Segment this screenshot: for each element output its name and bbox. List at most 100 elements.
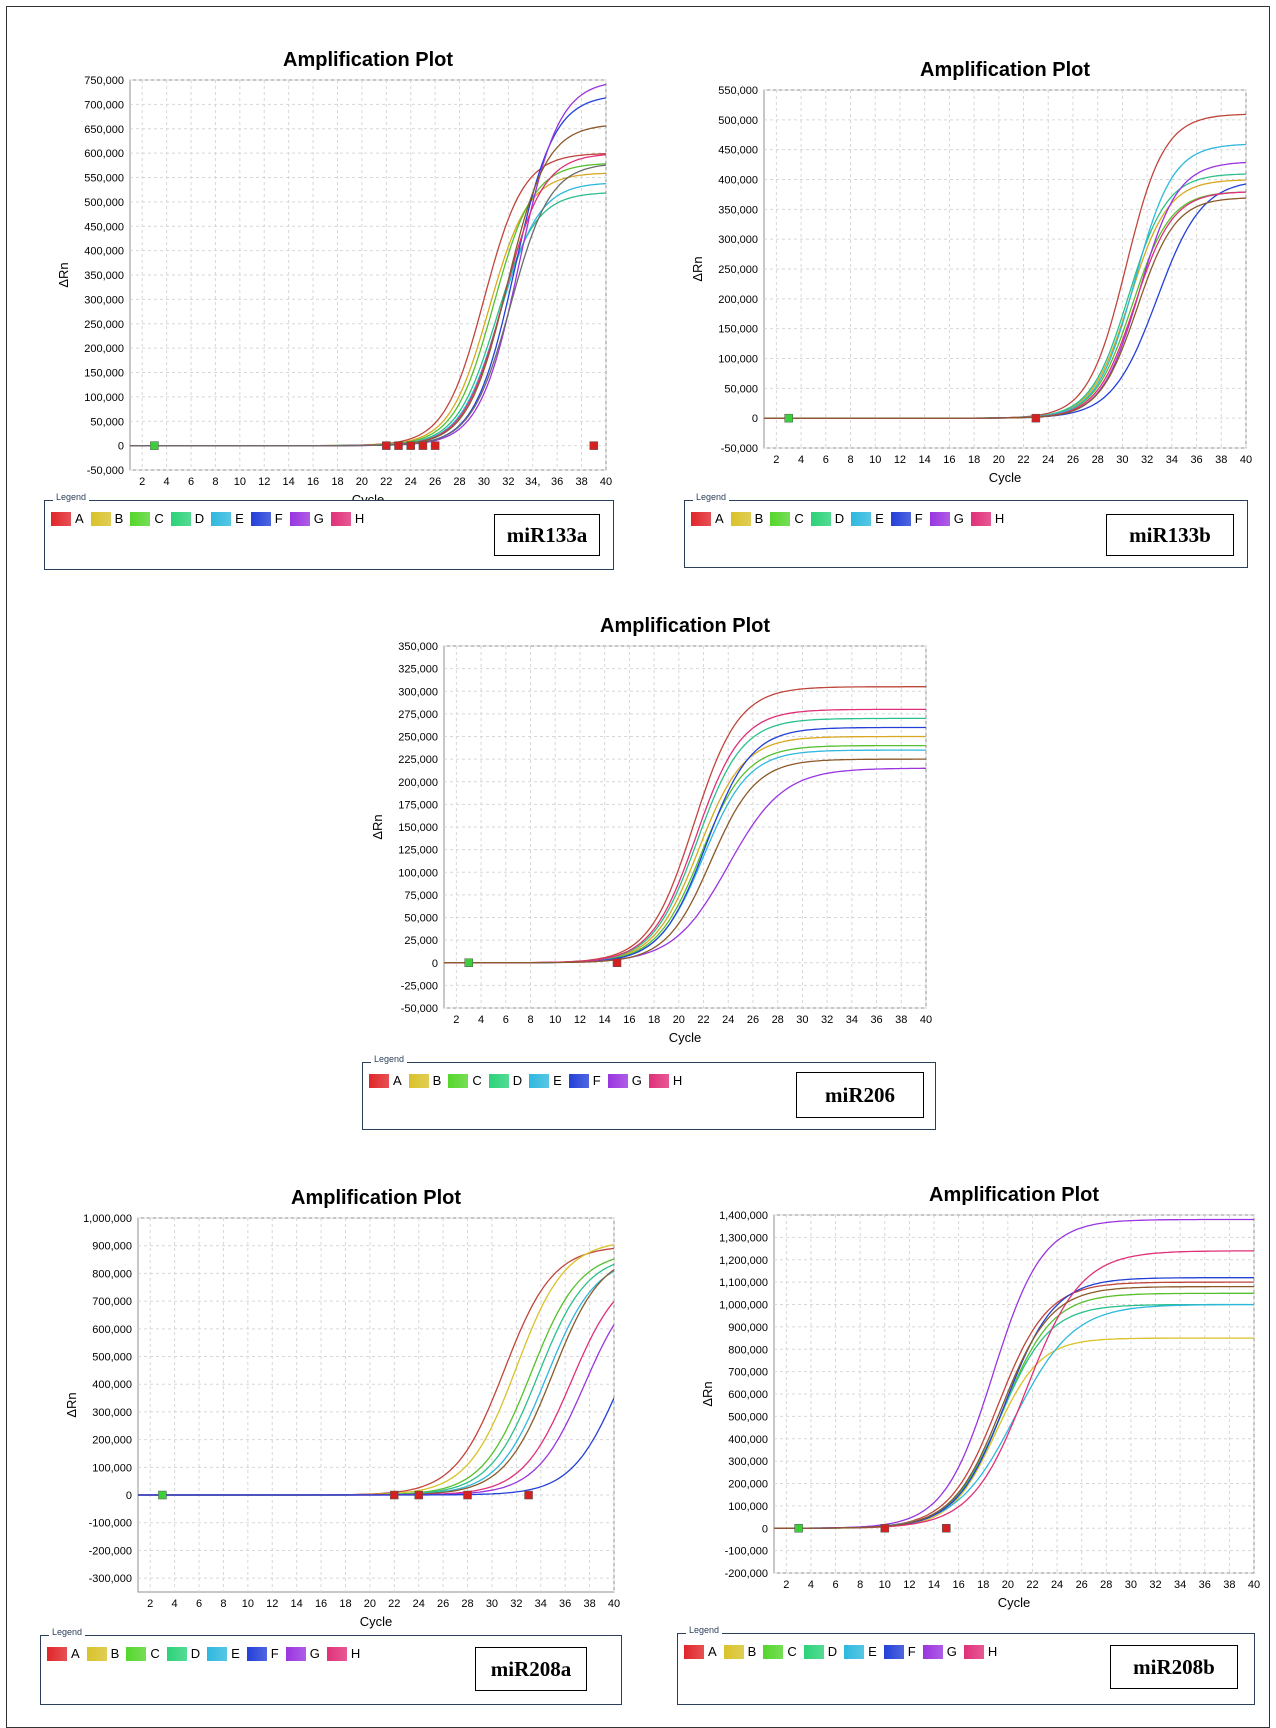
- baseline-marker[interactable]: [524, 1490, 533, 1500]
- y-tick-label: 800,000: [92, 1268, 132, 1280]
- legend-item: C: [448, 1073, 482, 1088]
- x-tick-label: 10: [869, 454, 881, 466]
- series-line-9: [774, 1285, 1254, 1529]
- x-tick-label: 2: [147, 1598, 153, 1610]
- y-tick-label: 400,000: [84, 246, 124, 258]
- legend-swatch: [723, 1644, 744, 1659]
- x-tick-label: 16: [623, 1014, 635, 1026]
- baseline-marker[interactable]: [394, 441, 403, 450]
- baseline-marker[interactable]: [463, 1490, 472, 1500]
- y-tick-label: -200,000: [725, 1568, 768, 1580]
- legend-swatch: [529, 1073, 550, 1088]
- y-tick-label: 700,000: [728, 1367, 768, 1379]
- y-tick-label: 150,000: [398, 822, 438, 834]
- y-tick-label: 150,000: [718, 324, 758, 336]
- legend-title: Legend: [371, 1054, 408, 1064]
- x-tick-label: 6: [196, 1598, 202, 1610]
- legend-item: H: [648, 1073, 682, 1088]
- x-tick-label: 28: [461, 1598, 473, 1610]
- baseline-marker[interactable]: [150, 441, 159, 450]
- y-tick-label: -100,000: [89, 1518, 132, 1530]
- baseline-marker[interactable]: [612, 958, 622, 967]
- legend-swatch: [285, 1646, 306, 1661]
- x-tick-label: 26: [747, 1014, 759, 1026]
- x-tick-label: 16: [952, 1579, 964, 1591]
- x-tick-label: 24: [405, 476, 417, 488]
- legend-label: B: [110, 1646, 120, 1661]
- gene-label: miR208a: [475, 1647, 587, 1691]
- baseline-marker[interactable]: [414, 1490, 423, 1500]
- legend-label: E: [868, 1644, 877, 1659]
- legend-item: E: [851, 511, 884, 526]
- x-tick-label: 12: [894, 454, 906, 466]
- baseline-marker[interactable]: [589, 441, 599, 450]
- baseline-marker[interactable]: [880, 1524, 890, 1533]
- y-tick-label: 500,000: [728, 1411, 768, 1423]
- y-tick-label: 1,400,000: [719, 1210, 768, 1222]
- legend-item: C: [126, 1646, 160, 1661]
- y-tick-label: 100,000: [92, 1462, 132, 1474]
- baseline-marker[interactable]: [158, 1490, 167, 1500]
- y-tick-label: 550,000: [84, 173, 124, 185]
- legend-label: E: [231, 1646, 240, 1661]
- legend-label: A: [71, 1646, 80, 1661]
- legend-item: G: [922, 1644, 957, 1659]
- y-tick-label: 900,000: [728, 1322, 768, 1334]
- y-axis-label: ΔRn: [56, 262, 71, 287]
- legend-label: E: [553, 1073, 562, 1088]
- baseline-marker[interactable]: [430, 441, 440, 450]
- gene-label: miR133b: [1106, 514, 1234, 556]
- x-tick-label: 4: [798, 454, 804, 466]
- x-tick-label: 24: [1051, 1579, 1063, 1591]
- x-tick-label: 12: [258, 476, 270, 488]
- x-tick-label: 32: [1141, 454, 1153, 466]
- y-tick-label: 700,000: [84, 99, 124, 111]
- series-group: [138, 1244, 614, 1496]
- baseline-marker[interactable]: [382, 441, 391, 450]
- y-tick-label: 300,000: [398, 686, 438, 698]
- x-tick-label: 26: [429, 476, 441, 488]
- legend-item: D: [170, 511, 204, 526]
- baseline-marker[interactable]: [794, 1524, 803, 1533]
- y-tick-label: 0: [762, 1523, 768, 1535]
- baseline-marker[interactable]: [1031, 413, 1041, 423]
- legend-item: F: [246, 1646, 279, 1661]
- legend-swatch: [970, 511, 991, 526]
- amplification-chart: Amplification Plot -50,000 0 50,000 100,000 1…: [56, 49, 612, 507]
- chart-title: Amplification Plot: [291, 1187, 461, 1209]
- x-tick-label: 8: [847, 454, 853, 466]
- x-tick-label: 18: [968, 454, 980, 466]
- x-tick-label: 26: [1076, 1579, 1088, 1591]
- legend-label: H: [987, 1644, 998, 1659]
- x-tick-label: 20: [364, 1598, 376, 1610]
- legend-items: A B C D E F G H: [369, 1073, 689, 1088]
- panel-mir133a: Amplification Plot -50,000 0 50,000 100,000 1…: [40, 40, 660, 520]
- baseline-marker[interactable]: [390, 1490, 399, 1500]
- x-tick-label: 36: [559, 1598, 571, 1610]
- baseline-marker[interactable]: [418, 441, 428, 450]
- y-tick-label: 900,000: [92, 1241, 132, 1253]
- legend-item: D: [803, 1644, 837, 1659]
- baseline-marker[interactable]: [406, 441, 415, 450]
- chart-title: Amplification Plot: [929, 1184, 1099, 1206]
- legend-label: G: [313, 511, 324, 526]
- legend-item: B: [723, 1644, 756, 1659]
- legend-swatch: [770, 511, 791, 526]
- y-tick-label: 225,000: [398, 754, 438, 766]
- y-tick-label: 125,000: [398, 845, 438, 857]
- legend-label: H: [994, 511, 1005, 526]
- y-tick-label: 600,000: [84, 148, 124, 160]
- x-tick-label: 34: [846, 1014, 858, 1026]
- legend-label: C: [150, 1646, 160, 1661]
- y-axis-label: ΔRn: [700, 1381, 715, 1406]
- x-tick-label: 34,: [525, 476, 540, 488]
- y-tick-label: 325,000: [398, 664, 438, 676]
- legend-items: A B C D E F G H: [47, 1646, 367, 1661]
- legend-item: G: [929, 511, 964, 526]
- baseline-marker[interactable]: [464, 958, 473, 967]
- legend-item: D: [810, 511, 844, 526]
- baseline-marker[interactable]: [784, 413, 793, 423]
- legend-label: G: [946, 1644, 957, 1659]
- y-tick-label: 450,000: [84, 221, 124, 233]
- baseline-marker[interactable]: [942, 1524, 951, 1533]
